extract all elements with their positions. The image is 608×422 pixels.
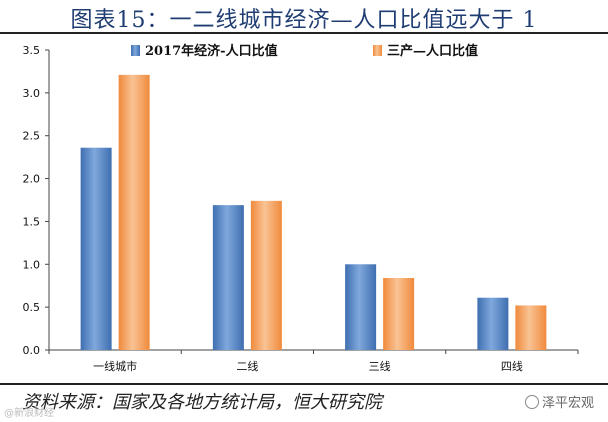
y-tick-label: 1.0 <box>23 258 41 271</box>
x-tick-label: 四线 <box>501 359 523 373</box>
y-tick-label: 0.0 <box>23 344 41 357</box>
chart-title: 图表15：一二线城市经济—人口比值远大于 1 <box>70 8 538 33</box>
bar-series-1 <box>477 297 509 350</box>
watermark-brand: 泽平宏观 <box>524 392 594 411</box>
bars: 一线城市 二线 三线 四线 <box>80 74 547 373</box>
y-tick-label: 0.5 <box>23 301 41 314</box>
x-tick-label: 二线 <box>236 359 258 373</box>
x-tick-label: 三线 <box>369 359 391 373</box>
top-rule <box>0 32 608 34</box>
y-tick-label: 1.5 <box>23 215 41 228</box>
legend-label-1: 2017年经济-人口比值 <box>145 43 278 59</box>
y-tick-label: 3.0 <box>23 87 41 100</box>
bar-series-2 <box>383 278 415 350</box>
x-tick-label: 一线城市 <box>93 359 137 373</box>
bottom-rule <box>0 383 608 385</box>
watermark-logo-icon <box>524 395 539 409</box>
bar-series-1 <box>345 264 377 350</box>
legend: 2017年经济-人口比值 三产—人口比值 <box>131 43 478 59</box>
bar-series-1 <box>80 147 112 350</box>
watermark-text: 泽平宏观 <box>541 396 594 411</box>
y-tick-label: 2.5 <box>23 130 41 143</box>
bar-series-2 <box>250 200 282 350</box>
bar-chart: 2017年经济-人口比值 三产—人口比值 0.0 0.5 1.0 1.5 2.0 2.5 3.… <box>23 43 579 373</box>
y-tick-label: 2.0 <box>23 173 41 186</box>
watermark-left: @新浪财经 <box>4 408 54 419</box>
bar-series-2 <box>515 305 547 350</box>
legend-swatch-2 <box>373 45 382 56</box>
y-tick-label: 3.5 <box>23 44 41 57</box>
source-note: 资料来源：国家及各地方统计局，恒大研究院 <box>22 392 382 413</box>
bar-series-1 <box>212 205 244 350</box>
legend-swatch-1 <box>131 45 140 56</box>
legend-label-2: 三产—人口比值 <box>387 43 478 59</box>
bar-series-2 <box>118 74 150 350</box>
